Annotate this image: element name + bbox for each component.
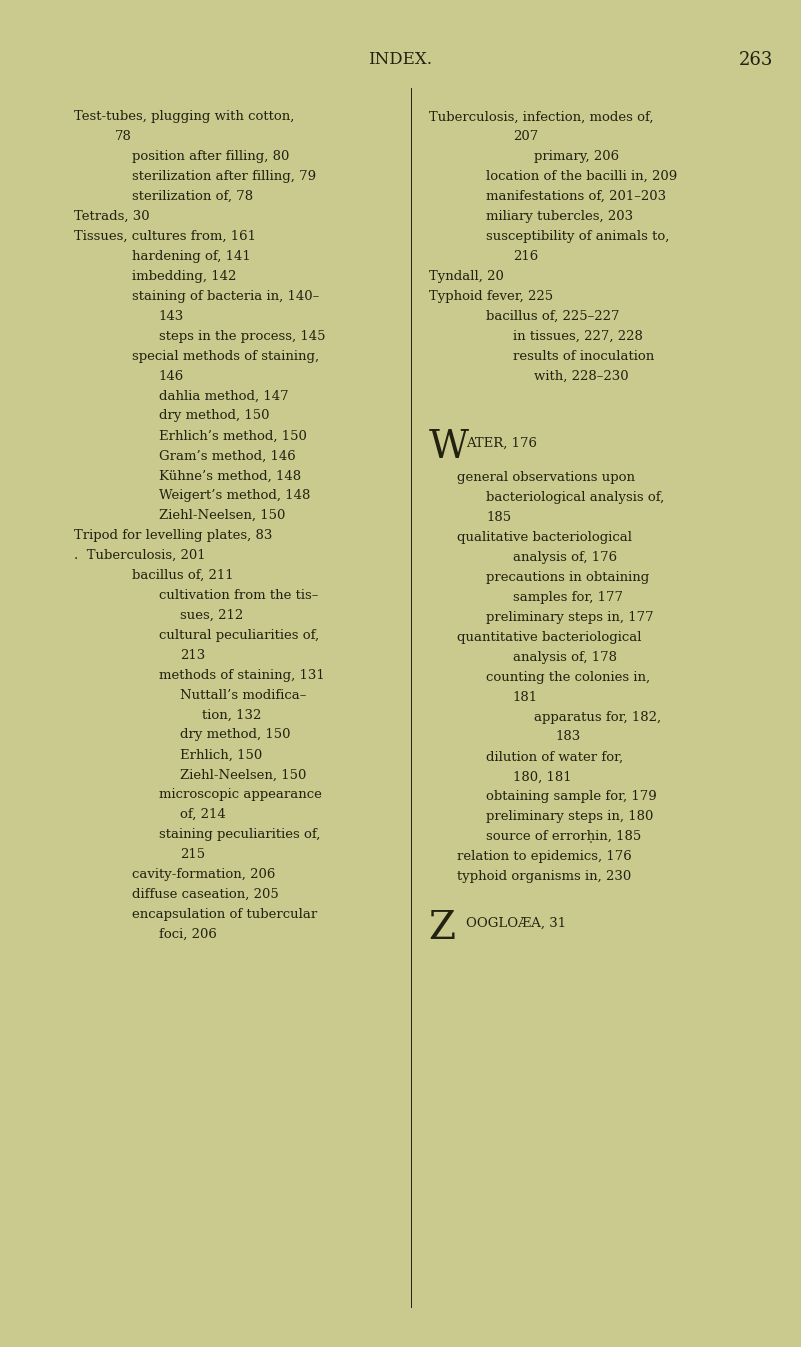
Text: Ziehl-Neelsen, 150: Ziehl-Neelsen, 150: [180, 768, 307, 781]
Text: cultural peculiarities of,: cultural peculiarities of,: [159, 629, 319, 641]
Text: with, 228–230: with, 228–230: [534, 369, 629, 383]
Text: Tuberculosis, infection, modes of,: Tuberculosis, infection, modes of,: [429, 110, 653, 124]
Text: Erhlich’s method, 150: Erhlich’s method, 150: [159, 430, 307, 442]
Text: cavity-formation, 206: cavity-formation, 206: [132, 867, 276, 881]
Text: Ziehl-Neelsen, 150: Ziehl-Neelsen, 150: [159, 509, 285, 523]
Text: dilution of water for,: dilution of water for,: [486, 750, 623, 764]
Text: counting the colonies in,: counting the colonies in,: [486, 671, 650, 684]
Text: miliary tubercles, 203: miliary tubercles, 203: [486, 210, 634, 224]
Text: tion, 132: tion, 132: [202, 709, 261, 722]
Text: results of inoculation: results of inoculation: [513, 350, 654, 362]
Text: bacteriological analysis of,: bacteriological analysis of,: [486, 492, 665, 504]
Text: microscopic appearance: microscopic appearance: [159, 788, 321, 801]
Text: analysis of, 176: analysis of, 176: [513, 551, 617, 564]
Text: OOGLOÆA, 31: OOGLOÆA, 31: [466, 917, 566, 929]
Text: .  Tuberculosis, 201: . Tuberculosis, 201: [74, 550, 206, 562]
Text: of, 214: of, 214: [180, 808, 226, 822]
Text: sterilization after filling, 79: sterilization after filling, 79: [132, 170, 316, 183]
Text: susceptibility of animals to,: susceptibility of animals to,: [486, 230, 670, 242]
Text: 180, 181: 180, 181: [513, 770, 571, 784]
Text: position after filling, 80: position after filling, 80: [132, 151, 289, 163]
Text: dry method, 150: dry method, 150: [180, 729, 291, 741]
Text: 183: 183: [556, 730, 582, 744]
Text: 207: 207: [513, 131, 538, 143]
Text: sues, 212: sues, 212: [180, 609, 244, 622]
Text: Typhoid fever, 225: Typhoid fever, 225: [429, 290, 553, 303]
Text: typhoid organisms in, 230: typhoid organisms in, 230: [457, 870, 632, 884]
Text: primary, 206: primary, 206: [534, 151, 619, 163]
Text: obtaining sample for, 179: obtaining sample for, 179: [486, 791, 657, 803]
Text: precautions in obtaining: precautions in obtaining: [486, 571, 650, 585]
Text: INDEX.: INDEX.: [368, 51, 433, 69]
Text: source of errorḥin, 185: source of errorḥin, 185: [486, 830, 642, 843]
Text: dahlia method, 147: dahlia method, 147: [159, 389, 288, 403]
Text: Weigert’s method, 148: Weigert’s method, 148: [159, 489, 310, 502]
Text: Nuttall’s modifica–: Nuttall’s modifica–: [180, 688, 307, 702]
Text: manifestations of, 201–203: manifestations of, 201–203: [486, 190, 666, 203]
Text: location of the bacilli in, 209: location of the bacilli in, 209: [486, 170, 678, 183]
Text: 215: 215: [180, 849, 205, 861]
Text: 143: 143: [159, 310, 184, 323]
Text: Tissues, cultures from, 161: Tissues, cultures from, 161: [74, 230, 256, 242]
Text: 181: 181: [513, 691, 537, 703]
Text: Tyndall, 20: Tyndall, 20: [429, 269, 503, 283]
Text: bacillus of, 211: bacillus of, 211: [132, 568, 234, 582]
Text: sterilization of, 78: sterilization of, 78: [132, 190, 253, 203]
Text: ATER, 176: ATER, 176: [466, 436, 537, 450]
Text: relation to epidemics, 176: relation to epidemics, 176: [457, 850, 632, 863]
Text: 185: 185: [486, 511, 511, 524]
Text: Tripod for levelling plates, 83: Tripod for levelling plates, 83: [74, 529, 273, 541]
Text: diffuse caseation, 205: diffuse caseation, 205: [132, 888, 279, 901]
Text: Erhlich, 150: Erhlich, 150: [180, 749, 263, 761]
Text: apparatus for, 182,: apparatus for, 182,: [534, 710, 662, 723]
Text: staining of bacteria in, 140–: staining of bacteria in, 140–: [132, 290, 320, 303]
Text: 78: 78: [115, 131, 132, 143]
Text: dry method, 150: dry method, 150: [159, 409, 269, 423]
Text: general observations upon: general observations upon: [457, 471, 635, 485]
Text: imbedding, 142: imbedding, 142: [132, 269, 236, 283]
Text: quantitative bacteriological: quantitative bacteriological: [457, 630, 642, 644]
Text: preliminary steps in, 177: preliminary steps in, 177: [486, 610, 654, 624]
Text: 213: 213: [180, 649, 206, 661]
Text: preliminary steps in, 180: preliminary steps in, 180: [486, 810, 654, 823]
Text: qualitative bacteriological: qualitative bacteriological: [457, 531, 632, 544]
Text: Kühne’s method, 148: Kühne’s method, 148: [159, 469, 300, 482]
Text: steps in the process, 145: steps in the process, 145: [159, 330, 325, 342]
Text: Tetrads, 30: Tetrads, 30: [74, 210, 150, 224]
Text: Test-tubes, plugging with cotton,: Test-tubes, plugging with cotton,: [74, 110, 295, 124]
Text: hardening of, 141: hardening of, 141: [132, 251, 251, 263]
Text: samples for, 177: samples for, 177: [513, 591, 622, 603]
Text: W: W: [429, 430, 469, 466]
Text: special methods of staining,: special methods of staining,: [132, 350, 320, 362]
Text: Z: Z: [429, 909, 456, 947]
Text: methods of staining, 131: methods of staining, 131: [159, 668, 324, 682]
Text: 263: 263: [739, 51, 773, 69]
Text: encapsulation of tubercular: encapsulation of tubercular: [132, 908, 317, 921]
Text: in tissues, 227, 228: in tissues, 227, 228: [513, 330, 642, 342]
Text: 216: 216: [513, 251, 538, 263]
Text: bacillus of, 225–227: bacillus of, 225–227: [486, 310, 620, 323]
Text: Gram’s method, 146: Gram’s method, 146: [159, 450, 296, 462]
Text: foci, 206: foci, 206: [159, 928, 216, 940]
Text: analysis of, 178: analysis of, 178: [513, 651, 617, 664]
Text: staining peculiarities of,: staining peculiarities of,: [159, 828, 320, 841]
Text: cultivation from the tis–: cultivation from the tis–: [159, 589, 318, 602]
Text: 146: 146: [159, 369, 184, 383]
